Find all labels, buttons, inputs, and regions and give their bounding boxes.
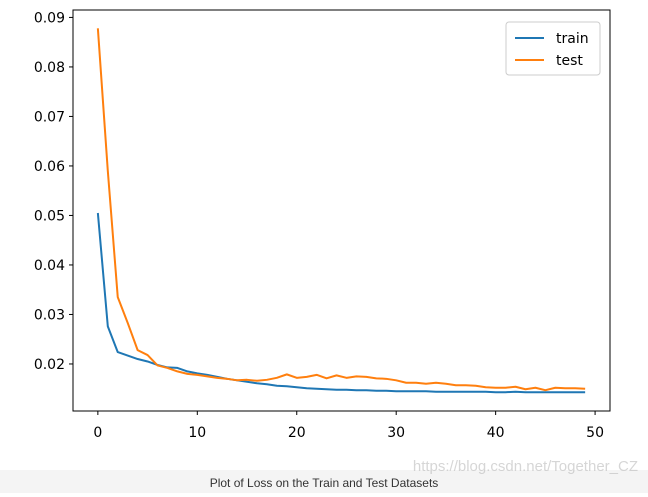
- x-tick-label: 30: [387, 425, 405, 441]
- caption-bar: Plot of Loss on the Train and Test Datas…: [0, 458, 648, 493]
- legend-box: [505, 21, 601, 76]
- y-tick-label: 0.06: [34, 159, 65, 175]
- y-tick-label: 0.05: [34, 208, 65, 224]
- x-tick-label: 20: [288, 425, 306, 441]
- x-tick-label: 10: [188, 425, 206, 441]
- series-line-test: [96, 28, 586, 392]
- y-tick-label: 0.08: [34, 60, 65, 76]
- plot-area-frame: [72, 9, 611, 412]
- y-axis: 0.02 0.03 0.04 0.05 0.06 0.07 0.08 0.09: [34, 10, 73, 373]
- legend: train test: [505, 21, 601, 76]
- legend-label-train: train: [556, 31, 589, 47]
- figure-caption: Plot of Loss on the Train and Test Datas…: [209, 476, 439, 490]
- x-tick-label: 40: [487, 425, 505, 441]
- legend-label-test: test: [556, 53, 583, 69]
- x-axis: 0 10 20 30 40 50: [93, 411, 604, 441]
- loss-chart: 0 10 20 30 40 50 0.02 0.03 0.04 0.05 0.06 0.07 0.08…: [34, 9, 611, 441]
- y-tick-label: 0.07: [34, 109, 65, 125]
- series-lines: [96, 28, 586, 394]
- x-tick-label: 50: [586, 425, 604, 441]
- y-tick-label: 0.04: [34, 258, 65, 274]
- y-tick-label: 0.02: [34, 357, 65, 373]
- y-tick-label: 0.03: [34, 307, 65, 323]
- series-line-train: [96, 212, 586, 394]
- x-tick-label: 0: [93, 425, 102, 441]
- watermark-text: https://blog.csdn.net/Together_CZ: [412, 458, 638, 475]
- y-tick-label: 0.09: [34, 10, 65, 26]
